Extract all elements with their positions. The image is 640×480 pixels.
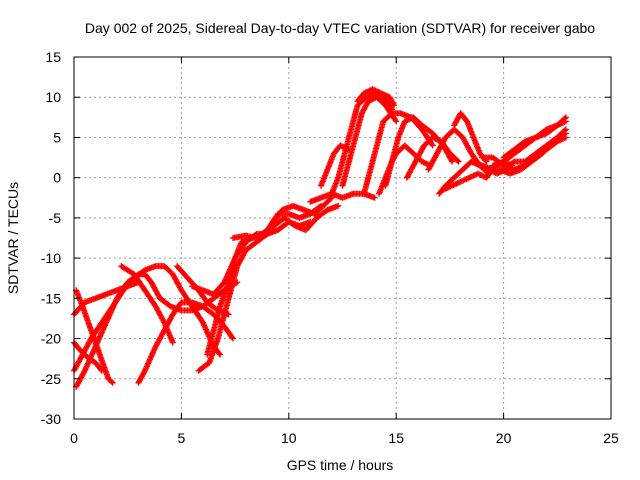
y-tick-label: -10: [41, 250, 61, 266]
data-point: [393, 118, 400, 125]
series-track: [307, 190, 378, 205]
y-tick-label: 5: [53, 129, 61, 145]
series-track: [403, 134, 462, 181]
y-tick-label: 10: [45, 89, 61, 105]
data-point: [561, 115, 568, 122]
data-point: [98, 367, 105, 374]
data-point: [318, 202, 325, 209]
data-point: [392, 117, 399, 124]
x-axis-label: GPS time / hours: [287, 457, 394, 473]
y-tick-label: -25: [41, 371, 61, 387]
data-point: [455, 158, 462, 165]
x-tick-label: 15: [388, 430, 404, 446]
y-tick-label: 0: [53, 170, 61, 186]
chart-title: Day 002 of 2025, Sidereal Day-to-day VTE…: [85, 20, 595, 36]
series-track: [118, 263, 176, 346]
y-tick-label: -5: [49, 210, 62, 226]
series-track: [229, 202, 325, 241]
data-point: [169, 339, 176, 346]
data-point: [391, 102, 398, 109]
data-point: [229, 335, 236, 342]
y-tick-label: -20: [41, 331, 61, 347]
data-point: [371, 194, 378, 201]
data-point: [108, 378, 115, 385]
data-point: [98, 366, 105, 373]
series-track: [195, 194, 335, 374]
x-tick-label: 10: [281, 430, 297, 446]
data-point: [562, 126, 569, 133]
data-point: [335, 202, 342, 209]
data-points: [71, 86, 569, 390]
data-point: [229, 334, 236, 341]
series-track: [500, 114, 569, 161]
y-tick-label: -15: [41, 290, 61, 306]
data-point: [316, 203, 323, 210]
data-point: [160, 318, 167, 325]
x-tick-label: 20: [496, 430, 512, 446]
plot-border: [73, 56, 612, 420]
x-tick-label: 25: [603, 430, 619, 446]
data-point: [141, 369, 148, 376]
data-point: [449, 158, 456, 165]
y-tick-label: 15: [45, 49, 61, 65]
data-point: [429, 142, 436, 149]
y-axis-label: SDTVAR / TECUs: [5, 182, 21, 294]
data-point: [217, 351, 224, 358]
data-point: [562, 134, 569, 141]
data-point: [109, 379, 116, 386]
data-point: [562, 114, 569, 121]
data-point: [510, 159, 517, 166]
data-point: [81, 369, 88, 376]
data-point: [454, 157, 461, 164]
series-track: [339, 94, 400, 189]
data-point: [390, 100, 397, 107]
series-track: [135, 299, 236, 386]
data-point: [216, 350, 223, 357]
axis-ticks: 0 5 10 15 20 25 -30 -25 -20 -15 -10 -5 0 5 10 15: [41, 49, 619, 446]
series-track: [318, 142, 352, 189]
data-point: [448, 157, 455, 164]
y-tick-label: -30: [41, 411, 61, 427]
series-track: [73, 287, 116, 386]
series-track: [354, 86, 398, 109]
x-tick-label: 0: [70, 430, 78, 446]
series-track: [496, 126, 569, 177]
data-point: [307, 218, 314, 225]
data-point: [428, 141, 435, 148]
data-point: [561, 127, 568, 134]
x-tick-label: 5: [178, 430, 186, 446]
